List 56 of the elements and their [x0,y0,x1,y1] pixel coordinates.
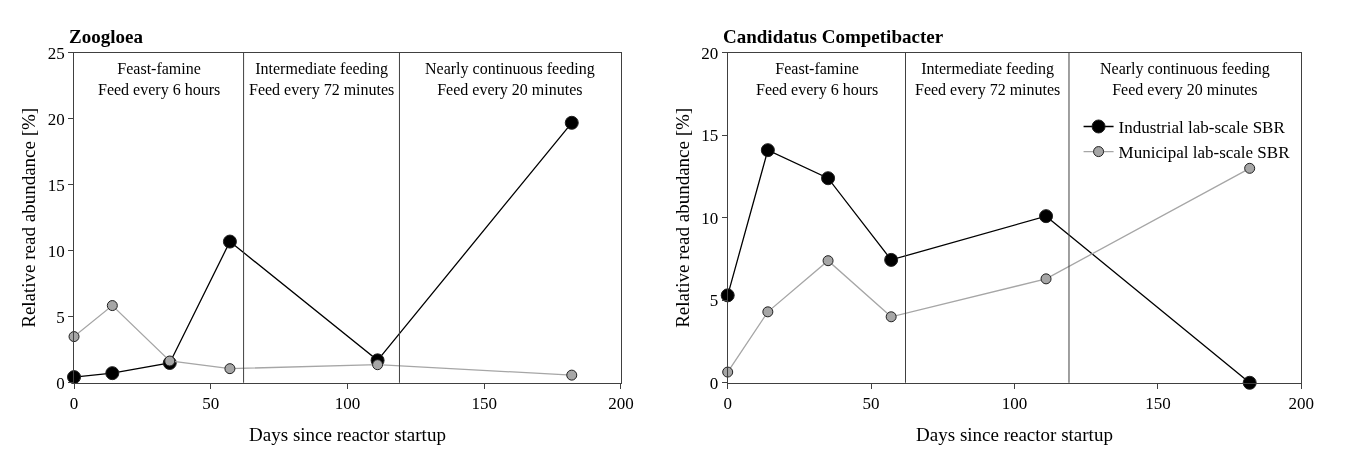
point [372,359,384,371]
chart-title: Candidatus Competibacter [723,26,944,47]
y-tick-label: 15 [701,126,719,146]
y-tick-label: 10 [47,241,65,261]
x-tick-label: 100 [334,394,361,414]
annotation: Nearly continuous feeding Feed every 20 minutes [425,60,595,99]
point [822,255,834,267]
y-axis-title: Relative read abundance [%] [18,107,40,328]
x-tick-label: 150 [1145,394,1171,414]
y-tick-label: 5 [709,291,719,311]
x-tick-label: 150 [471,394,497,414]
point [760,143,775,158]
annotation: Nearly continuous feeding Feed every 20 minutes [1100,60,1270,99]
point [1244,162,1256,174]
point [224,363,236,375]
point [722,366,734,378]
x-axis-title: Days since reactor startup [249,423,446,445]
x-tick-label: 200 [1288,394,1315,414]
annotation: Feast-famine Feed every 6 hours [756,60,879,99]
point [762,306,774,318]
y-axis-title: Relative read abundance [%] [672,107,694,328]
point [566,369,578,381]
annotation: Feast-famine Feed every 6 hours [98,60,221,99]
y-tick-label: 20 [701,43,719,63]
point [1039,209,1054,224]
point [106,300,118,312]
x-tick-label: 200 [608,394,634,414]
point [1242,375,1257,390]
point [1040,273,1052,285]
x-tick-label: 50 [862,394,880,414]
point [821,171,836,186]
legend-label: Municipal lab-scale SBR [1118,143,1291,163]
y-tick-label: 0 [56,373,65,393]
point [884,252,899,267]
y-tick-label: 10 [701,208,719,228]
y-tick-label: 15 [47,175,65,195]
point [222,234,237,249]
x-tick-label: 0 [723,394,732,414]
point [720,288,735,303]
y-tick-label: 5 [56,307,65,327]
x-tick-label: 0 [69,394,79,414]
point [68,331,80,343]
y-tick-label: 20 [47,109,65,129]
y-tick-label: 0 [709,373,719,393]
annotation: Intermediate feeding Feed every 72 minutes [249,60,395,99]
legend-label: Industrial lab-scale SBR [1118,118,1286,138]
point [105,366,120,381]
point [564,115,579,130]
x-tick-label: 100 [1001,394,1028,414]
point [885,311,897,323]
x-tick-label: 50 [202,394,220,414]
y-tick-label: 25 [47,43,65,63]
chart-title: Zoogloea [69,26,144,47]
x-axis-title: Days since reactor startup [916,423,1113,445]
point [67,370,82,385]
annotation: Intermediate feeding Feed every 72 minutes [915,60,1061,99]
